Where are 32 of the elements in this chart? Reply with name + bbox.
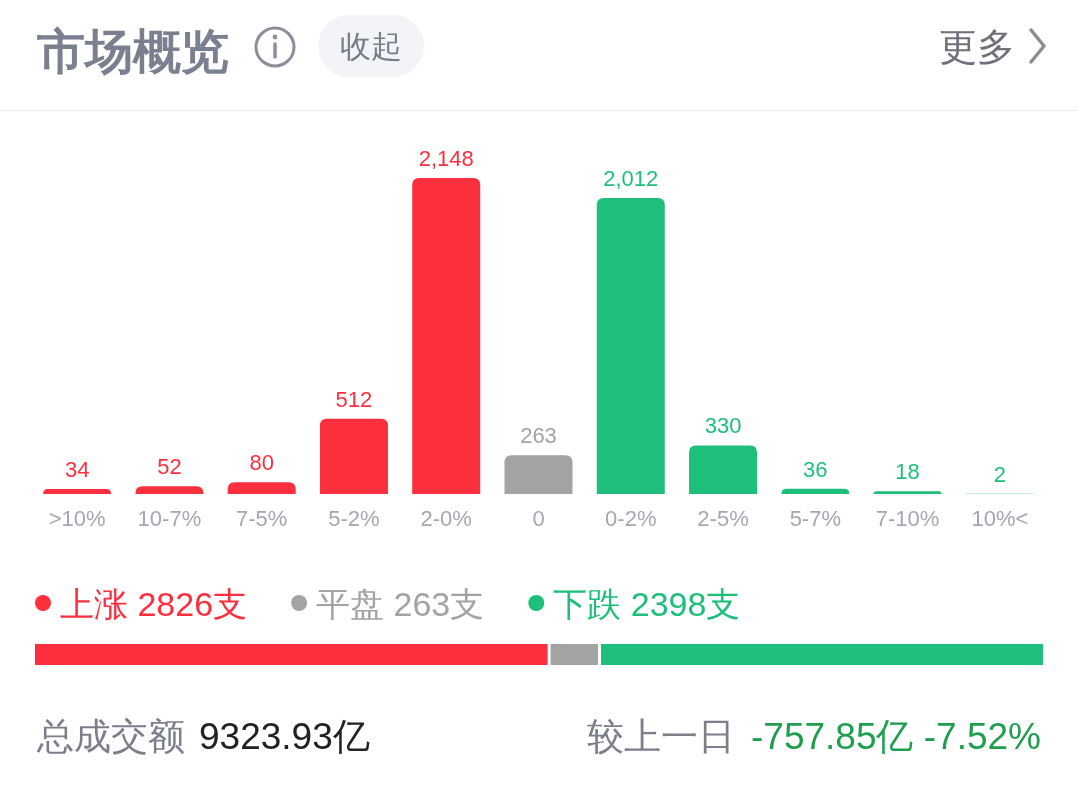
x-tick-label: >10% bbox=[48, 506, 106, 531]
x-tick-label: 7-10% bbox=[875, 506, 940, 531]
annotation: -757.85亿 -7.52% bbox=[751, 716, 1041, 757]
data-label: 52 bbox=[157, 454, 182, 480]
x-tick-label: 0 bbox=[532, 506, 545, 531]
annotation: 收起 bbox=[340, 29, 402, 64]
legend-label: 平盘 263支 bbox=[316, 585, 485, 623]
data-label: 2 bbox=[993, 461, 1006, 487]
x-tick-label: 7-5% bbox=[236, 506, 288, 531]
data-label: 2,148 bbox=[418, 146, 474, 171]
x-tick-label: 10-7% bbox=[137, 506, 202, 531]
x-tick-label: 2-5% bbox=[697, 506, 749, 531]
title: 市场概览 bbox=[37, 25, 229, 78]
annotation: 9323.93亿 bbox=[199, 716, 370, 757]
data-label: 18 bbox=[895, 459, 920, 485]
annotation: 总成交额 bbox=[37, 716, 185, 757]
x-tick-label: 10%< bbox=[971, 506, 1029, 531]
x-tick-label: 2-0% bbox=[420, 506, 472, 531]
legend-label: 上涨 2826支 bbox=[60, 585, 248, 623]
data-label: 34 bbox=[64, 457, 90, 482]
x-tick-label: 5-7% bbox=[789, 506, 841, 531]
data-label: 36 bbox=[803, 456, 828, 482]
annotation: 更多 bbox=[939, 26, 1015, 68]
x-tick-label: 5-2% bbox=[328, 506, 380, 531]
data-label: 512 bbox=[335, 386, 373, 412]
annotation: 较上一日 bbox=[587, 716, 735, 757]
data-label: 263 bbox=[520, 423, 557, 449]
legend-label: 下跌 2398支 bbox=[553, 585, 741, 623]
x-tick-label: 0-2% bbox=[605, 506, 657, 531]
data-label: 2,012 bbox=[603, 166, 659, 191]
data-label: 80 bbox=[249, 450, 274, 476]
data-label: 330 bbox=[704, 413, 742, 439]
